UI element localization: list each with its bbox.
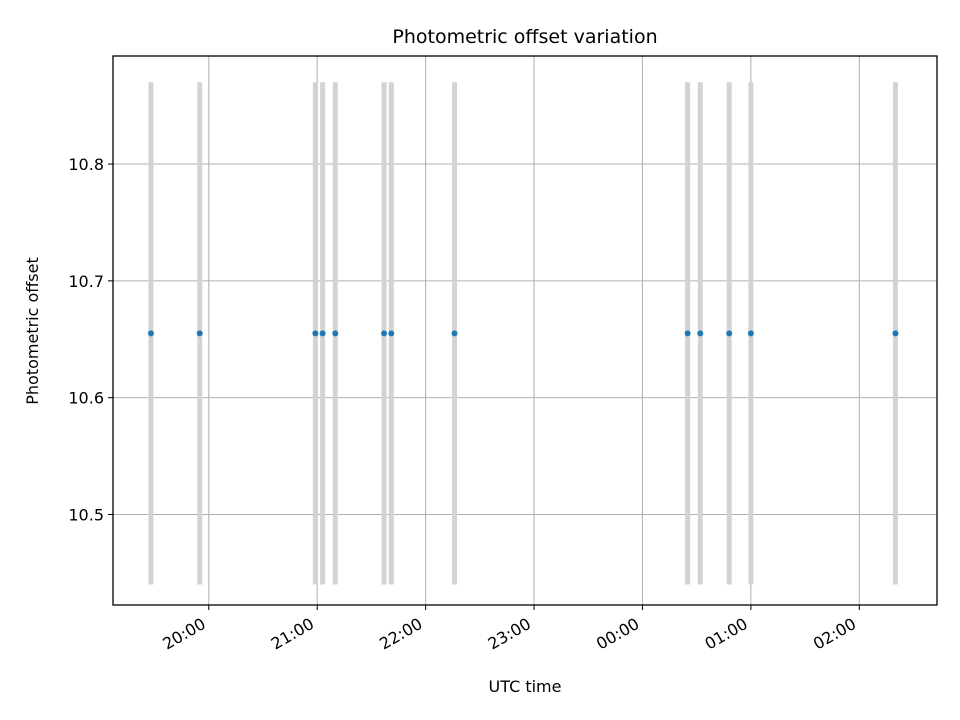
- data-point: [196, 330, 203, 337]
- data-point: [726, 330, 733, 337]
- y-tick-label: 10.6: [68, 389, 104, 408]
- data-point: [147, 330, 154, 337]
- chart-title: Photometric offset variation: [392, 26, 657, 48]
- x-axis-label: UTC time: [489, 677, 562, 696]
- y-tick-label: 10.8: [68, 155, 104, 174]
- y-axis-label: Photometric offset: [23, 257, 42, 405]
- data-point: [451, 330, 458, 337]
- data-point: [697, 330, 704, 337]
- y-axis-ticks: 10.5 10.6 10.7 10.8: [68, 155, 113, 524]
- data-point: [388, 330, 395, 337]
- data-point: [312, 330, 319, 337]
- data-point: [319, 330, 326, 337]
- y-tick-label: 10.5: [68, 505, 104, 524]
- data-points: [147, 330, 899, 337]
- y-tick-label: 10.7: [68, 272, 104, 291]
- data-point: [332, 330, 339, 337]
- data-point: [747, 330, 754, 337]
- plot-frame: [112, 55, 938, 606]
- data-point: [684, 330, 691, 337]
- data-point: [381, 330, 388, 337]
- data-point: [892, 330, 899, 337]
